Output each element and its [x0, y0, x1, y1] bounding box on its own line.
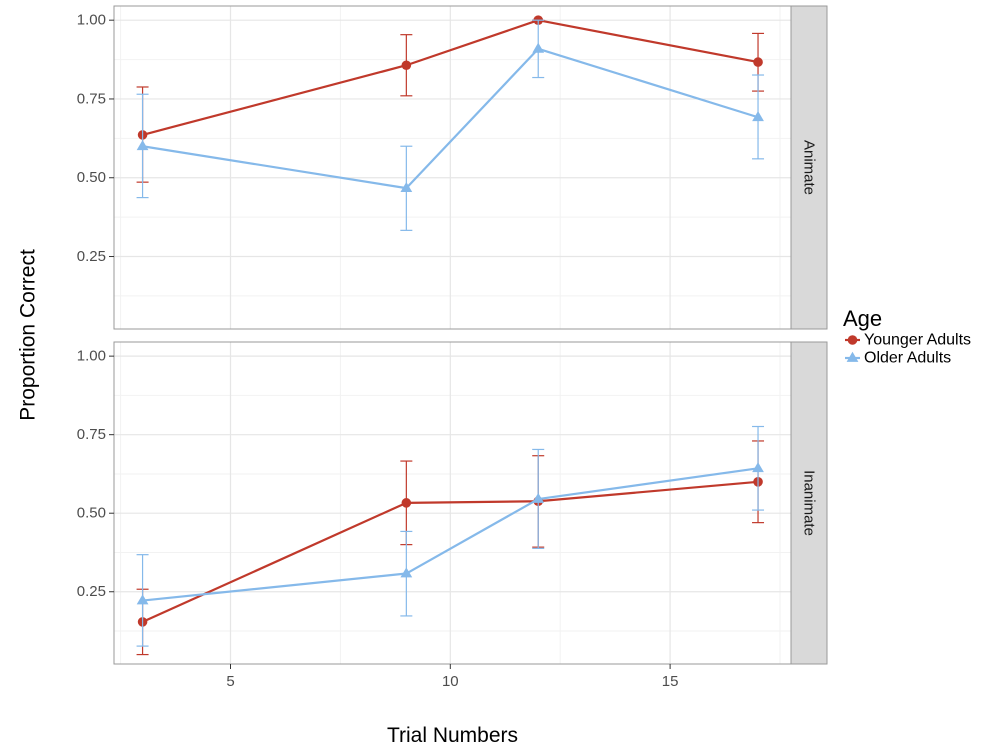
legend-key-marker [846, 351, 859, 362]
y-tick-label: 0.25 [77, 248, 106, 265]
legend-entry: Older Adults [845, 350, 951, 367]
data-point [752, 462, 764, 473]
facet-strip [790, 5, 828, 330]
y-axis-title: Proportion Correct [17, 249, 40, 421]
data-point [753, 57, 763, 67]
legend-entry: Younger Adults [845, 332, 971, 349]
y-tick-label: 0.25 [77, 583, 106, 600]
x-tick-label: 15 [662, 673, 679, 690]
series-older-adults [136, 425, 765, 647]
y-tick-label: 0.75 [77, 426, 106, 443]
legend-key-marker [847, 335, 858, 345]
data-point [401, 498, 412, 508]
data-point [532, 42, 545, 53]
x-axis-title: Trial Numbers [387, 724, 518, 747]
data-point [401, 60, 412, 71]
legend-title: Age [843, 306, 882, 331]
y-tick-label: 0.75 [77, 90, 106, 107]
y-tick-label: 1.00 [77, 12, 106, 29]
series-line [142, 467, 759, 602]
legend-label: Older Adults [864, 350, 951, 367]
facet-strip-label: Animate [801, 140, 818, 195]
y-tick-label: 0.50 [77, 169, 106, 186]
data-point [532, 492, 545, 503]
x-tick-label: 5 [226, 673, 234, 690]
data-point [400, 567, 413, 578]
panel-background [114, 6, 791, 329]
facet-strip-label: Inanimate [801, 470, 818, 536]
data-point [136, 594, 149, 605]
data-point [752, 111, 764, 122]
y-tick-label: 1.00 [77, 348, 106, 365]
series-line [142, 19, 759, 136]
data-point [400, 181, 413, 192]
facet-strip [790, 341, 828, 665]
panel-animate: Animate 0.25 0.50 0.75 1.00 [77, 5, 828, 330]
series-older-adults [136, 19, 765, 231]
x-tick-label: 10 [442, 673, 459, 690]
panel-inanimate: Inanimate 0.25 0.50 0.75 1.00 [77, 341, 828, 665]
legend-label: Younger Adults [864, 332, 971, 349]
data-point [136, 140, 149, 151]
series-line [142, 47, 759, 190]
series-line [142, 480, 759, 623]
y-tick-label: 0.50 [77, 505, 106, 522]
